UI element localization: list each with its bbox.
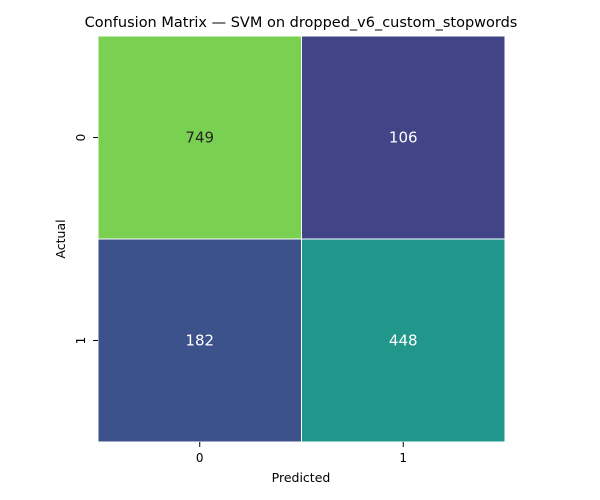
cell-value-label-0-1: 106	[389, 129, 418, 147]
cell-value-label-1-0: 182	[185, 332, 214, 350]
cell-value-label-1-1: 448	[389, 332, 418, 350]
y-axis-label: Actual	[53, 219, 68, 258]
heatmap-cell-1-0	[97, 238, 302, 443]
x-axis-label: Predicted	[272, 470, 331, 485]
y-tick-label-1: 1	[74, 337, 88, 345]
y-axis: 01	[74, 134, 98, 345]
heatmap-cells: 749 106 182 448	[97, 35, 506, 443]
x-tick-label-1: 1	[399, 451, 407, 465]
heatmap-cell-0-1	[301, 35, 506, 240]
heatmap-cell-1-1	[301, 238, 506, 443]
x-tick-label-0: 0	[196, 451, 204, 465]
y-tick-label-0: 0	[74, 134, 88, 142]
cell-value-label-0-0: 749	[185, 129, 214, 147]
heatmap-cell-0-0	[97, 35, 302, 240]
chart-title: Confusion Matrix — SVM on dropped_v6_cus…	[85, 15, 518, 31]
